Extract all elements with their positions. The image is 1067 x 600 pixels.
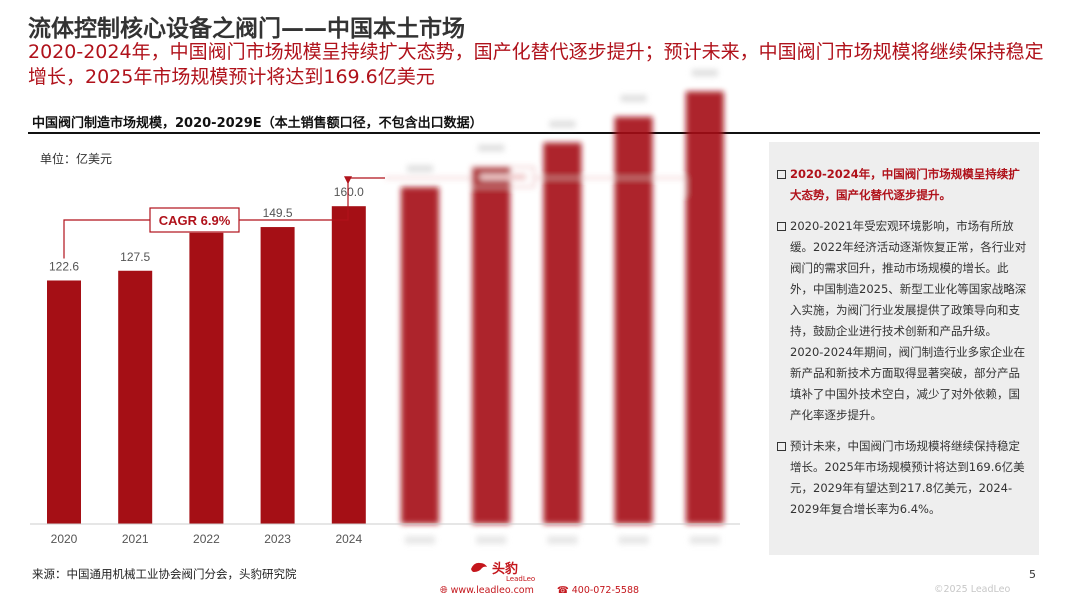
blurred-bar <box>614 116 653 524</box>
checkbox-bullet-icon <box>777 222 786 231</box>
insight-panel: 2020-2024年，中国阀门市场规模呈持续扩大态势，国产化替代逐步提升。 202… <box>769 142 1039 555</box>
value-label: 149.5 <box>263 206 293 220</box>
blurred-value-label <box>620 94 647 102</box>
value-label: 160.0 <box>334 185 364 199</box>
blurred-bar <box>685 91 724 524</box>
chart-title: 中国阀门制造市场规模，2020-2029E（本土销售额口径，不包含出口数据） <box>32 116 483 131</box>
checkbox-bullet-icon <box>777 442 786 451</box>
blurred-category-label <box>476 536 507 544</box>
insight-bullet-text: 2020-2024年，中国阀门市场规模呈持续扩大态势，国产化替代逐步提升。 <box>790 167 1020 202</box>
insight-bullet: 2020-2021年受宏观环境影响，市场有所放缓。2022年经济活动逐渐恢复正常… <box>777 216 1029 426</box>
blurred-cagr-bracket <box>385 177 687 196</box>
blurred-value-label <box>478 144 505 152</box>
value-label: 122.6 <box>49 259 79 273</box>
insight-bullet-text: 预计未来，中国阀门市场规模将继续保持稳定增长。2025年市场规模预计将达到169… <box>790 439 1025 516</box>
leopard-logo-icon <box>471 562 487 572</box>
blurred-value-label <box>407 165 433 173</box>
blurred-bar <box>472 166 511 525</box>
brand-name: 头豹 <box>492 562 519 577</box>
blurred-cagr-label <box>480 174 526 180</box>
blurred-category-label <box>618 536 649 544</box>
category-label: 2021 <box>122 532 149 546</box>
website-link[interactable]: 🌐︎ www.leadleo.com <box>440 585 534 596</box>
blurred-bar <box>543 142 582 524</box>
bar-2024 <box>331 206 366 525</box>
bar-2022 <box>189 232 224 525</box>
category-label: 2024 <box>335 532 362 546</box>
page-title: 流体控制核心设备之阀门——中国本土市场 <box>28 16 465 42</box>
page-subtitle: 2020-2024年，中国阀门市场规模呈持续扩大态势，国产化替代逐步提升；预计未… <box>28 41 1044 88</box>
value-label: 127.5 <box>120 250 150 264</box>
insight-bullet: 2020-2024年，中国阀门市场规模呈持续扩大态势，国产化替代逐步提升。 <box>777 164 1029 206</box>
bar-2021 <box>118 270 153 524</box>
title-divider <box>28 132 1040 134</box>
cagr-label: CAGR 6.9% <box>159 213 231 228</box>
insight-bullet-text: 2020-2021年受宏观环境影响，市场有所放缓。2022年经济活动逐渐恢复正常… <box>790 219 1027 422</box>
category-label: 2023 <box>264 532 291 546</box>
page-number: 5 <box>1029 568 1036 581</box>
cagr-bracket-line <box>63 177 385 259</box>
unit-label: 单位：亿美元 <box>40 152 113 166</box>
category-label: 2020 <box>51 532 78 546</box>
phone-number: ☎ 400-072-5588 <box>556 585 640 596</box>
blurred-category-label <box>405 536 435 544</box>
blurred-category-label <box>689 536 720 544</box>
source-note: 来源：中国通用机械工业协会阀门分会，头豹研究院 <box>32 567 297 581</box>
cagr-box <box>149 207 240 233</box>
insight-bullet: 预计未来，中国阀门市场规模将继续保持稳定增长。2025年市场规模预计将达到169… <box>777 436 1029 520</box>
copyright: ©2025 LeadLeo <box>934 584 1011 595</box>
blurred-value-label <box>691 69 718 77</box>
blurred-value-label <box>549 120 576 128</box>
blurred-category-label <box>547 536 578 544</box>
brand-logo: 头豹 LeadLeo <box>492 558 535 583</box>
cagr-arrowhead-icon <box>344 176 352 185</box>
bar-chart: 122.62020127.52021146.62022149.52023160.… <box>30 69 740 546</box>
checkbox-bullet-icon <box>777 170 786 179</box>
bar-2023 <box>260 227 295 524</box>
bar-2020 <box>47 280 81 524</box>
brand-sub: LeadLeo <box>506 575 536 583</box>
category-label: 2022 <box>193 532 220 546</box>
contact-line: 🌐︎ www.leadleo.com ☎ 400-072-5588 <box>440 585 659 596</box>
blurred-bar <box>401 187 439 524</box>
blurred-cagr-box <box>471 166 535 188</box>
